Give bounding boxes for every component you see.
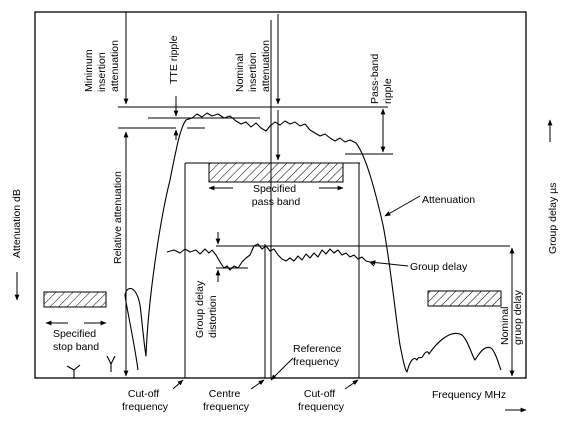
attenuation-curve-label: Attenuation bbox=[422, 194, 475, 206]
centre-frequency-label: Centre frequency bbox=[203, 388, 250, 413]
stop-band-box-right bbox=[427, 290, 502, 307]
stop-band-spikes bbox=[66, 355, 116, 378]
pass-band-ripple-label: Pass-band ripple bbox=[369, 51, 394, 104]
frequency-axis-label: Frequency MHz bbox=[432, 389, 506, 401]
dimension-arrows bbox=[14, 12, 553, 413]
minimum-insertion-attenuation-label: Minimum insertion attenuation bbox=[83, 40, 121, 92]
reference-frequency-label: Reference frequency bbox=[293, 343, 344, 368]
pass-band-box bbox=[208, 162, 344, 183]
relative-attenuation-label: Relative attenuation bbox=[112, 171, 124, 264]
group-delay-axis-label: Group delay µs bbox=[547, 183, 559, 254]
specified-pass-band-label: Specified pass band bbox=[252, 183, 301, 208]
pointer-arrows bbox=[172, 195, 421, 390]
reference-lines bbox=[118, 106, 510, 269]
plot-frame bbox=[34, 11, 527, 379]
stop-band-box-left bbox=[43, 291, 107, 308]
group-delay-distortion-label: Group delay distortion bbox=[194, 278, 219, 338]
cutoff-frequency-left-label: Cut-off frequency bbox=[122, 388, 169, 413]
attenuation-curve bbox=[124, 112, 502, 373]
nominal-insertion-attenuation-label: Nominal insertion attenuation bbox=[234, 40, 272, 92]
tte-ripple-label: TTE ripple bbox=[168, 35, 180, 84]
attenuation-axis-label: Attenuation dB bbox=[11, 189, 23, 258]
group-delay-curve-label: Group delay bbox=[410, 261, 468, 273]
specified-stop-band-label: Specified stop band bbox=[53, 328, 99, 353]
nominal-group-delay-label: Nominal gruop delay bbox=[499, 289, 524, 345]
cutoff-frequency-right-label: Cut-off frequency bbox=[298, 388, 345, 413]
group-delay-curve bbox=[166, 243, 375, 271]
frequency-lines bbox=[184, 20, 360, 378]
